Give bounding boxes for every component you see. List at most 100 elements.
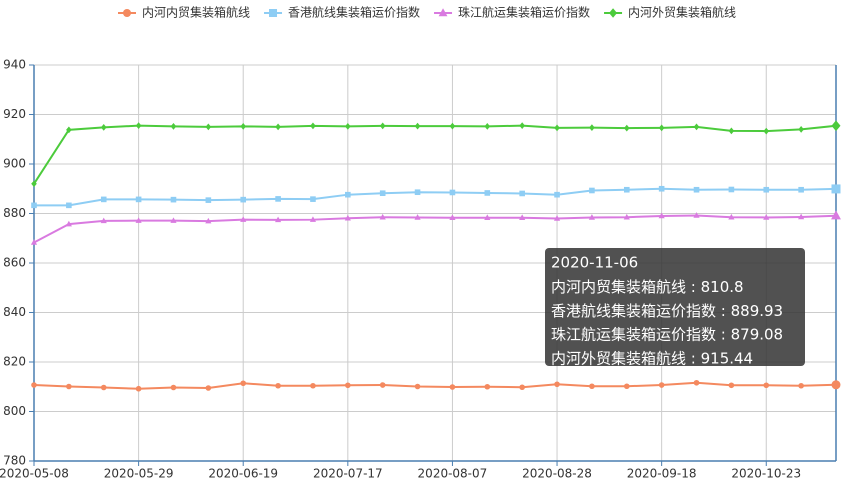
legend-label: 珠江航运集装箱运价指数 bbox=[458, 5, 590, 20]
tooltip-row: 香港航线集装箱运价指数 : 889.93 bbox=[551, 301, 783, 319]
marker bbox=[379, 382, 386, 388]
marker bbox=[554, 191, 560, 198]
y-tick-label: 860 bbox=[3, 256, 26, 270]
marker bbox=[345, 382, 351, 389]
tooltip-name: 内河内贸集装箱航线 bbox=[551, 278, 686, 296]
tooltip: 2020-11-06 内河内贸集装箱航线 : 810.8 香港航线集装箱运价指数 :… bbox=[545, 248, 805, 367]
tooltip-row: 内河内贸集装箱航线 : 810.8 bbox=[551, 278, 744, 296]
marker bbox=[609, 8, 618, 18]
marker bbox=[100, 217, 107, 224]
marker bbox=[275, 123, 281, 131]
marker bbox=[484, 123, 491, 130]
tooltip-value: 889.93 bbox=[731, 301, 784, 319]
marker bbox=[658, 185, 665, 192]
marker bbox=[728, 127, 735, 135]
y-tick-label: 940 bbox=[3, 58, 26, 72]
series-line bbox=[33, 124, 837, 185]
marker bbox=[831, 210, 841, 220]
plot bbox=[30, 120, 841, 392]
marker bbox=[414, 122, 421, 130]
marker bbox=[135, 196, 142, 203]
tooltip-row: 珠江航运集装箱运价指数 : 879.08 bbox=[551, 325, 783, 343]
marker bbox=[519, 214, 526, 220]
marker bbox=[484, 383, 491, 390]
marker bbox=[31, 202, 37, 209]
x-tick-label: 2020-07-17 bbox=[313, 467, 383, 481]
marker bbox=[519, 122, 525, 129]
y-tick-label: 900 bbox=[3, 157, 26, 171]
marker bbox=[240, 123, 247, 130]
tooltip-sep: : bbox=[716, 301, 731, 319]
x-tick-label: 2020-05-29 bbox=[104, 467, 174, 481]
tooltip-row: 内河外贸集装箱航线 : 915.44 bbox=[551, 349, 753, 367]
marker bbox=[553, 215, 561, 221]
marker bbox=[831, 120, 841, 132]
marker bbox=[100, 384, 107, 391]
x-tick-label: 2020-08-28 bbox=[522, 467, 592, 481]
marker bbox=[623, 186, 630, 193]
marker bbox=[414, 214, 421, 220]
series-line bbox=[33, 381, 837, 390]
marker bbox=[693, 212, 700, 218]
marker bbox=[831, 380, 841, 390]
marker bbox=[344, 214, 351, 221]
marker bbox=[693, 123, 700, 131]
marker bbox=[588, 214, 595, 220]
marker bbox=[831, 184, 841, 194]
marker bbox=[275, 196, 281, 202]
marker bbox=[170, 384, 177, 391]
marker bbox=[414, 189, 421, 196]
marker bbox=[379, 190, 386, 197]
marker bbox=[379, 122, 386, 130]
tooltip-sep: : bbox=[716, 325, 731, 343]
marker bbox=[798, 382, 804, 389]
marker bbox=[309, 216, 317, 222]
y-tick-label: 840 bbox=[3, 305, 26, 319]
marker bbox=[763, 186, 770, 193]
tooltip-value: 915.44 bbox=[701, 349, 754, 367]
marker bbox=[310, 122, 316, 130]
marker bbox=[66, 202, 72, 209]
marker bbox=[379, 213, 386, 220]
marker bbox=[66, 383, 72, 390]
marker bbox=[345, 191, 351, 198]
marker bbox=[658, 382, 665, 388]
marker bbox=[414, 383, 421, 390]
marker bbox=[123, 9, 131, 17]
marker bbox=[438, 8, 448, 17]
marker bbox=[484, 214, 491, 220]
marker bbox=[310, 382, 316, 389]
legend-label: 内河外贸集装箱航线 bbox=[628, 5, 736, 20]
tooltip-sep: : bbox=[686, 278, 701, 296]
marker bbox=[65, 220, 72, 227]
marker bbox=[30, 239, 38, 245]
marker bbox=[135, 385, 142, 392]
marker bbox=[728, 186, 735, 193]
marker bbox=[798, 125, 804, 133]
marker bbox=[554, 381, 560, 388]
marker bbox=[449, 214, 456, 220]
marker bbox=[449, 122, 456, 130]
marker bbox=[100, 124, 107, 131]
marker bbox=[135, 217, 142, 223]
marker bbox=[763, 214, 770, 220]
marker bbox=[763, 127, 770, 135]
marker bbox=[728, 382, 735, 389]
marker bbox=[275, 216, 282, 223]
y-tick-label: 820 bbox=[3, 355, 26, 369]
marker bbox=[519, 384, 525, 391]
x-tick-label: 2020-05-08 bbox=[0, 467, 69, 481]
marker bbox=[31, 382, 37, 388]
marker bbox=[519, 190, 525, 197]
marker bbox=[205, 385, 212, 391]
marker bbox=[240, 196, 247, 203]
marker bbox=[693, 379, 700, 386]
x-tick-label: 2020-10-23 bbox=[731, 467, 801, 481]
marker bbox=[484, 190, 491, 196]
y-tick-label: 780 bbox=[3, 454, 26, 468]
y-tick-label: 880 bbox=[3, 206, 26, 220]
marker bbox=[589, 124, 595, 131]
marker bbox=[135, 122, 142, 129]
marker bbox=[170, 217, 177, 223]
